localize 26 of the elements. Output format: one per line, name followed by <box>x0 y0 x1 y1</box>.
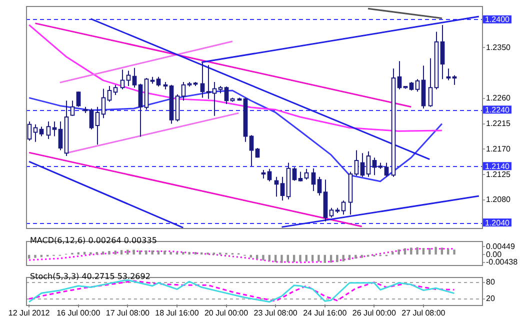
ref-line-label: 1.2040 <box>485 218 510 228</box>
y-tick-label: 1.2170 <box>486 144 512 154</box>
x-tick-label: 12 Jul 2012 <box>8 308 50 318</box>
y-tick-label: 80 <box>486 278 496 287</box>
y-tick-label: 20 <box>486 294 496 304</box>
y-tick-label: 1.2350 <box>486 42 512 52</box>
x-tick-label: 26 Jul 00:00 <box>352 308 397 318</box>
y-tick-label: 1.2260 <box>486 94 512 103</box>
x-tick-label: 18 Jul 16:00 <box>155 308 200 318</box>
y-tick-label: 1.2215 <box>486 118 512 128</box>
x-tick-label: 24 Jul 16:00 <box>303 308 348 318</box>
x-tick-label: 17 Jul 08:00 <box>106 308 150 318</box>
y-tick-label: -0.00438 <box>486 258 518 267</box>
ref-line-label: 1.2140 <box>485 162 510 171</box>
y-tick-label: 1.2125 <box>486 170 512 179</box>
y-tick-label: 1.2080 <box>486 195 512 204</box>
x-tick-label: 16 Jul 00:00 <box>56 308 101 318</box>
y-tick-label: 0.00449 <box>486 242 516 251</box>
ref-line-label: 1.2240 <box>485 105 510 114</box>
ref-line-label: 1.2400 <box>485 15 510 24</box>
y-tick-label: 0.00 <box>486 250 502 259</box>
chart-title: MACD(6,12,6) 0.00264 0.00335 <box>30 236 157 245</box>
x-tick-label: 27 Jul 08:00 <box>402 308 446 318</box>
chart-title: Stoch(5,3,3) 40.2715 53.2692 <box>30 272 150 281</box>
x-tick-label: 23 Jul 08:00 <box>254 308 298 318</box>
x-tick-label: 20 Jul 00:00 <box>204 308 249 318</box>
